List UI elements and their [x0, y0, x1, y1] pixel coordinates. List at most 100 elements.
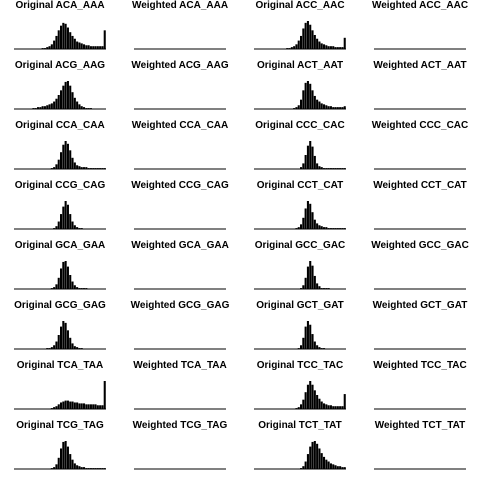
histogram-bar	[329, 463, 332, 469]
histogram-bar	[94, 46, 97, 49]
histogram-bar	[332, 464, 335, 469]
histogram-bar	[320, 43, 323, 49]
histogram-bar	[327, 46, 330, 49]
histogram-bar	[57, 221, 60, 229]
histogram-bar	[62, 22, 65, 49]
histogram-bar	[103, 30, 106, 49]
histogram-bar	[302, 163, 305, 169]
histogram-plot	[254, 201, 346, 230]
histogram-panel: Original TCA_TAA	[0, 360, 120, 420]
histogram-bar	[55, 464, 58, 469]
histogram-plot	[374, 408, 466, 410]
histogram-bar	[78, 104, 81, 109]
histogram-bar	[76, 41, 79, 49]
histogram-bar	[66, 446, 69, 469]
histogram-bar	[78, 42, 81, 49]
histogram-bar	[323, 44, 326, 49]
histogram-plot	[254, 321, 346, 350]
panel-title: Weighted GCT_GAT	[372, 300, 468, 311]
histogram-bar	[55, 164, 58, 169]
histogram-panel: Original ACC_AAC	[240, 0, 360, 60]
histogram-bar	[80, 106, 83, 109]
histogram-bar	[318, 398, 321, 409]
histogram-bar	[306, 21, 309, 49]
histogram-bar	[62, 206, 65, 229]
histogram-bar	[341, 47, 344, 49]
histogram-bar	[78, 166, 81, 169]
histogram-bar	[73, 463, 76, 469]
histogram-bar	[76, 465, 79, 469]
histogram-bar	[101, 405, 104, 409]
histogram-panel: Weighted GCT_GAT	[360, 300, 480, 360]
histogram-bar	[327, 106, 330, 109]
panel-title: Weighted GCG_GAG	[130, 300, 230, 311]
histogram-bar	[76, 227, 79, 229]
histogram-bar	[57, 404, 60, 409]
histogram-bar	[62, 321, 65, 349]
histogram-bar	[304, 461, 307, 469]
histogram-bar	[343, 106, 346, 109]
histogram-bar	[332, 107, 335, 109]
histogram-bar	[300, 224, 303, 229]
histogram-panel: Original GCA_GAA	[0, 240, 120, 300]
histogram-bar	[73, 346, 76, 349]
panel-title: Weighted TCA_TAA	[133, 360, 227, 371]
panel-title: Weighted GCC_GAC	[371, 240, 469, 251]
histogram-panel: Weighted ACT_AAT	[360, 60, 480, 120]
histogram-bar	[313, 219, 316, 229]
histogram-bar	[103, 381, 106, 409]
histogram-bar	[295, 107, 298, 109]
histogram-bar	[336, 107, 339, 109]
histogram-bar	[309, 141, 312, 169]
histogram-plot	[254, 381, 346, 410]
histogram-bar	[71, 221, 74, 229]
histogram-bar	[85, 404, 88, 409]
panel-title: Original GCC_GAC	[254, 240, 346, 251]
histogram-bar	[300, 99, 303, 109]
histogram-bar	[83, 403, 86, 409]
histogram-bar	[66, 330, 69, 349]
histogram-bar	[87, 45, 90, 49]
histogram-plot	[254, 261, 346, 290]
histogram-panel: Original GCG_GAG	[0, 300, 120, 360]
histogram-panel: Original TCC_TAC	[240, 360, 360, 420]
histogram-bar	[71, 343, 74, 349]
histogram-bar	[64, 23, 67, 49]
histogram-bar	[343, 37, 346, 49]
histogram-bar	[302, 337, 305, 349]
histogram-bar	[297, 407, 300, 409]
histogram-bar	[57, 457, 60, 469]
histogram-bar	[76, 165, 79, 169]
panel-title: Original CCT_CAT	[256, 180, 344, 191]
histogram-panel: Weighted ACC_AAC	[360, 0, 480, 60]
histogram-bar	[327, 405, 330, 409]
histogram-bar	[309, 83, 312, 109]
histogram-bar	[300, 404, 303, 409]
histogram-bar	[318, 347, 321, 349]
histogram-plot	[14, 22, 106, 50]
histogram-bar	[325, 404, 328, 409]
histogram-plot	[374, 228, 466, 230]
histogram-bar	[60, 214, 63, 229]
histogram-bar	[323, 104, 326, 109]
histogram-bar	[316, 38, 319, 49]
histogram-panel: Weighted TCG_TAG	[120, 420, 240, 480]
histogram-bar	[73, 225, 76, 229]
histogram-bar	[302, 285, 305, 289]
histogram-bar	[64, 81, 67, 109]
histogram-bar	[53, 167, 56, 169]
histogram-panel: Weighted GCA_GAA	[120, 240, 240, 300]
histogram-bar	[309, 324, 312, 349]
histogram-bar	[60, 448, 63, 469]
histogram-bar	[80, 167, 83, 169]
histogram-bar	[300, 345, 303, 349]
histogram-bar	[64, 441, 67, 469]
histogram-bar	[313, 275, 316, 289]
histogram-bar	[329, 106, 332, 109]
panel-title: Original TCA_TAA	[16, 360, 104, 371]
histogram-bar	[62, 144, 65, 169]
histogram-bar	[73, 162, 76, 169]
histogram-bar	[66, 81, 69, 109]
histogram-bar	[329, 46, 332, 49]
histogram-plot	[374, 168, 466, 170]
